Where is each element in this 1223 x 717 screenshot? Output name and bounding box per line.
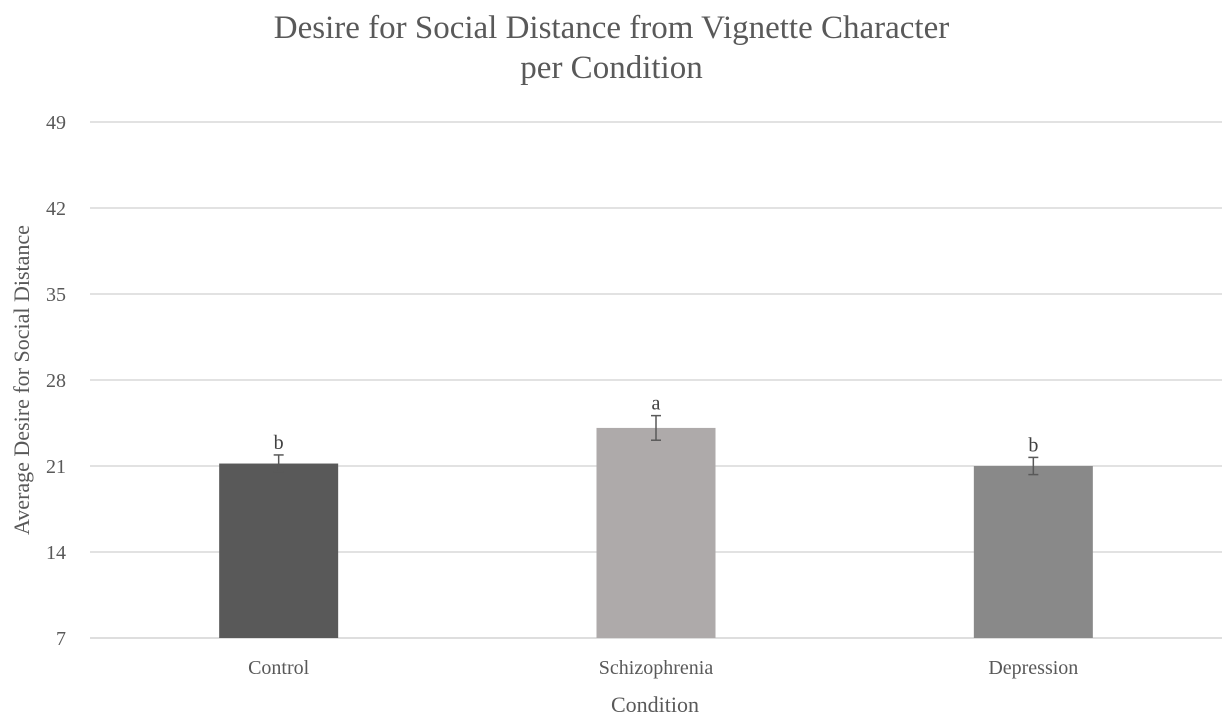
y-tick-label: 21 [46,456,66,478]
x-tick-label: Control [248,657,310,679]
x-tick-labels: Control Schizophrenia Depression [248,657,1078,679]
chart-title-line2: per Condition [520,50,703,86]
significance-labels: b a b [274,393,1039,457]
error-bar [1028,456,1039,476]
bar [973,466,1093,638]
significance-label: a [652,393,661,415]
y-axis-title: Average Desire for Social Distance [9,225,34,535]
error-bar [651,414,661,441]
y-tick-label: 49 [46,112,66,134]
bars [219,427,1093,638]
error-bar [273,454,284,473]
bar [596,427,716,638]
y-tick-label: 35 [46,284,66,306]
chart-title: Desire for Social Distance from Vignette… [0,8,1223,88]
chart-title-line1: Desire for Social Distance from Vignette… [273,10,950,46]
y-tick-labels: 7 14 21 28 35 42 49 [46,112,66,650]
error-bars [273,414,1039,476]
significance-label: b [1028,434,1038,456]
y-tick-label: 7 [56,628,66,650]
y-tick-label: 28 [46,370,66,392]
y-tick-label: 14 [46,542,66,564]
bar [219,463,339,638]
x-tick-label: Schizophrenia [599,657,714,679]
x-axis-title: Condition [611,692,699,717]
significance-label: b [274,432,284,454]
y-tick-label: 42 [46,198,66,220]
x-tick-label: Depression [988,657,1078,679]
